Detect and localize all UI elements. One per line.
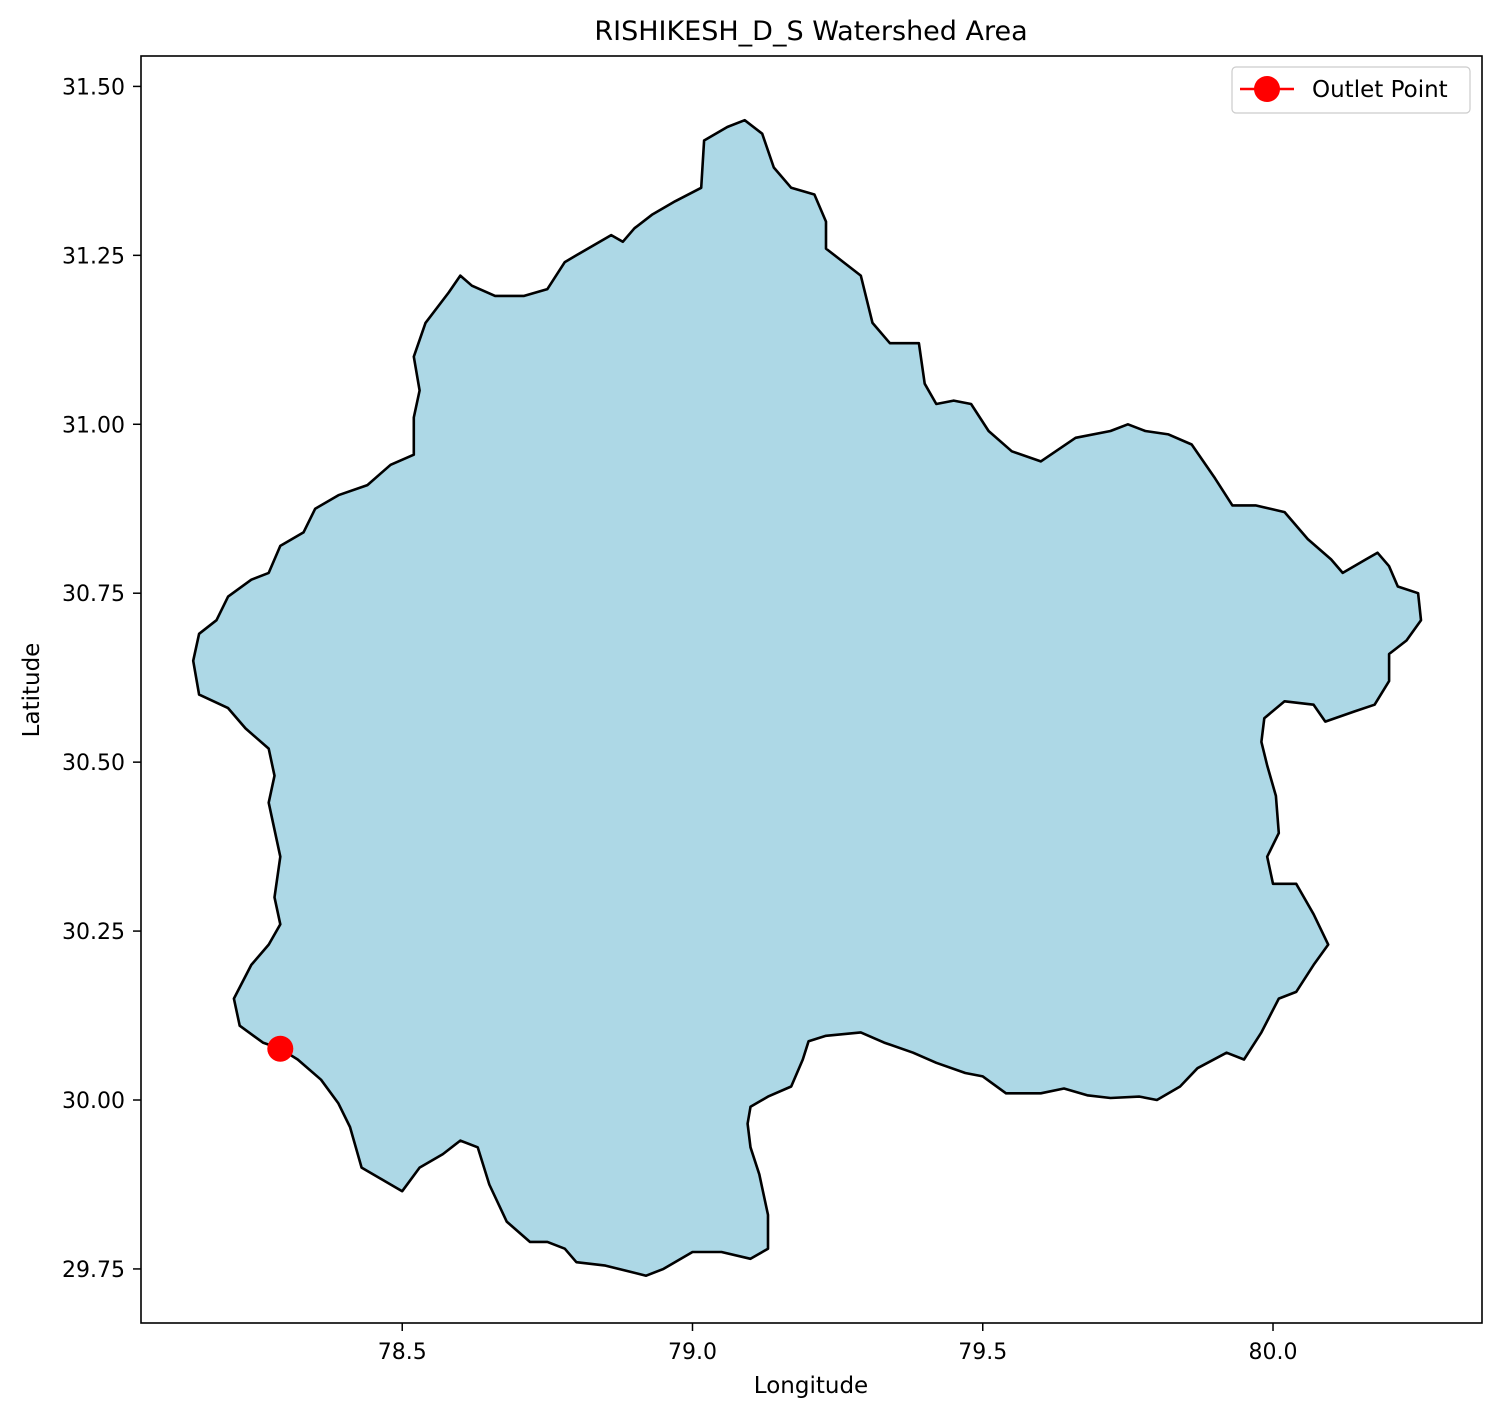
x-tick-label: 78.5: [378, 1340, 427, 1365]
y-axis-ticks: 29.75 30.00 30.25 30.50 30.75 31.00 31.25 31.50: [62, 75, 141, 1283]
x-tick-label: 79.0: [668, 1340, 717, 1365]
y-tick-label: 31.00: [62, 413, 125, 438]
y-tick-label: 30.25: [62, 920, 125, 945]
chart-title: RISHIKESH_D_S Watershed Area: [594, 16, 1027, 47]
axes-frame: [140, 55, 1483, 1324]
y-tick-label: 30.50: [62, 751, 125, 776]
y-axis-label: Latitude: [19, 643, 45, 738]
x-axis-ticks: 78.5 79.0 79.5 80.0: [378, 1323, 1298, 1365]
watershed-polygon: [191, 118, 1423, 1277]
plot-area: [191, 118, 1423, 1277]
legend-box: [1231, 66, 1471, 114]
legend-label: Outlet Point: [1312, 77, 1448, 103]
legend-marker-icon: [1254, 76, 1280, 102]
y-tick-label: 30.00: [62, 1089, 125, 1114]
x-tick-label: 80.0: [1249, 1340, 1298, 1365]
y-tick-label: 29.75: [62, 1258, 125, 1283]
y-tick-label: 31.25: [62, 244, 125, 269]
legend: Outlet Point: [1231, 66, 1471, 114]
y-tick-label: 30.75: [62, 582, 125, 607]
outlet-point-marker: [267, 1035, 294, 1062]
y-tick-label: 31.50: [62, 75, 125, 100]
x-axis-label: Longitude: [754, 1373, 868, 1399]
x-tick-label: 79.5: [958, 1340, 1007, 1365]
